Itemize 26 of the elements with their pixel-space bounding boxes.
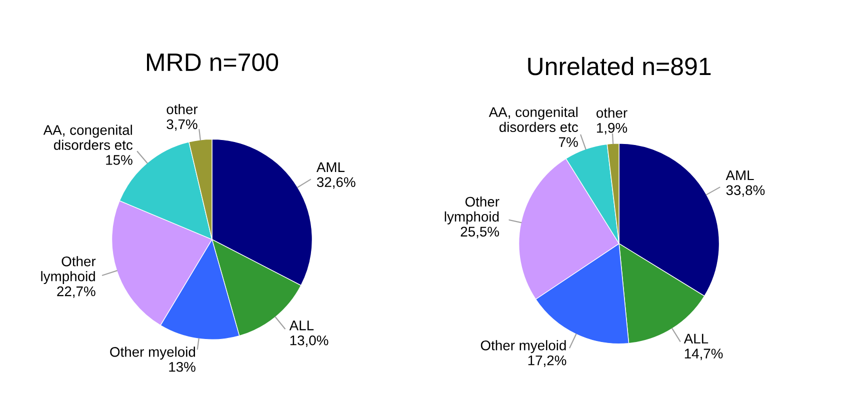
slice-label: AML bbox=[316, 162, 345, 172]
slice-label: AA, congenital disorders etc bbox=[43, 124, 133, 150]
slice-label: Other myeloid bbox=[480, 340, 566, 354]
slice-label: other bbox=[596, 108, 628, 118]
slice-label: AA, congenital disorders etc bbox=[488, 106, 578, 132]
data-label: 22,7% bbox=[57, 286, 96, 298]
slice-label: Other lymphoid bbox=[41, 256, 96, 284]
chart-title: Unrelated n=891 bbox=[528, 56, 711, 76]
data-label: 1,9% bbox=[596, 122, 628, 134]
data-label: 25,5% bbox=[460, 226, 500, 238]
data-label: 7% bbox=[559, 137, 578, 147]
slice-label: Other lymphoid bbox=[444, 196, 500, 224]
data-label: 15% bbox=[106, 155, 132, 165]
data-label: 13,0% bbox=[290, 335, 328, 347]
slice-label: ALL bbox=[684, 334, 708, 344]
data-label: 14,7% bbox=[684, 348, 723, 360]
data-label: 13% bbox=[169, 362, 196, 372]
slice-label: ALL bbox=[289, 320, 314, 330]
slice-label: Other myeloid bbox=[110, 346, 196, 360]
data-label: 17,2% bbox=[528, 355, 566, 367]
chart-title: MRD n=700 bbox=[147, 53, 278, 72]
slice-label: AML bbox=[726, 170, 754, 180]
data-label: 33,8% bbox=[726, 185, 765, 197]
slice-label: other bbox=[166, 104, 198, 114]
data-label: 3,7% bbox=[166, 119, 198, 131]
data-label: 32,6% bbox=[316, 177, 356, 189]
